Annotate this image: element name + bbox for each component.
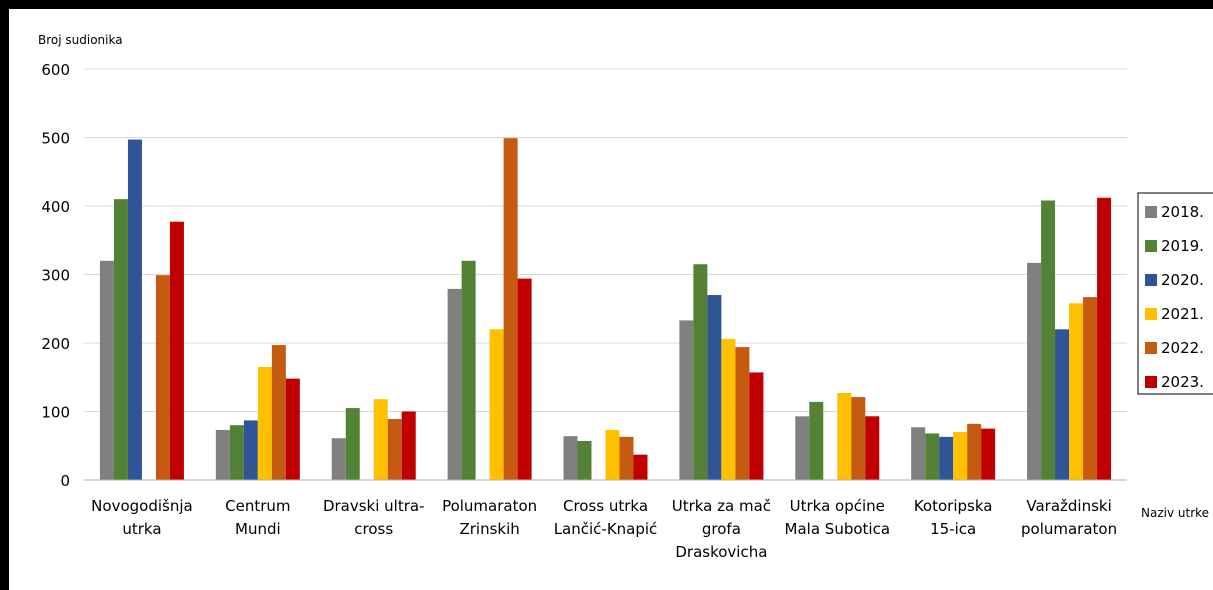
bar xyxy=(99,260,114,480)
legend-box xyxy=(1137,192,1213,395)
bar xyxy=(735,347,750,480)
bar xyxy=(925,433,940,480)
bar xyxy=(461,260,476,480)
bar xyxy=(577,440,592,480)
bar xyxy=(911,427,926,480)
bar xyxy=(401,411,416,480)
bar xyxy=(619,436,634,480)
bar xyxy=(373,399,388,480)
x-tick-label: 15-ica xyxy=(930,520,976,538)
bar xyxy=(809,401,824,480)
y-tick-label: 300 xyxy=(41,267,70,285)
legend-label: 2022. xyxy=(1161,339,1204,357)
bar xyxy=(257,366,272,480)
bar xyxy=(679,320,694,480)
legend-label: 2018. xyxy=(1161,203,1204,221)
bar xyxy=(113,199,128,480)
gridlines xyxy=(84,68,1127,412)
legend-label: 2019. xyxy=(1161,237,1204,255)
bar xyxy=(795,416,810,480)
y-tick-labels: 0 100 200 300 400 500 600 xyxy=(41,61,70,490)
x-tick-label: grofa xyxy=(702,520,741,538)
bar xyxy=(563,436,578,480)
legend: 2018. 2019. 2020. 2021. 2022. 2023. xyxy=(1137,192,1213,395)
x-axis-label: Naziv utrke xyxy=(1141,506,1209,520)
x-tick-label: polumaraton xyxy=(1021,520,1117,538)
x-tick-labels: Novogodišnja utrka Centrum Mundi Dravski ult… xyxy=(91,497,1117,561)
legend-label: 2021. xyxy=(1161,305,1204,323)
x-tick-label: Draskovicha xyxy=(675,543,767,561)
x-tick-label: Dravski ultra- xyxy=(323,497,425,515)
y-tick-label: 600 xyxy=(41,61,70,79)
y-tick-label: 100 xyxy=(41,404,70,422)
x-tick-label: Utrka općine xyxy=(790,497,885,515)
legend-label: 2020. xyxy=(1161,271,1204,289)
legend-swatch xyxy=(1145,240,1157,252)
bar xyxy=(489,329,504,480)
bar xyxy=(939,436,954,480)
y-axis-label: Broj sudionika xyxy=(38,33,123,47)
bar xyxy=(345,408,360,480)
bar xyxy=(967,423,982,480)
bar xyxy=(517,278,532,480)
x-tick-label: Cross utrka xyxy=(563,497,648,515)
legend-swatch xyxy=(1145,342,1157,354)
bar xyxy=(243,420,258,480)
bar xyxy=(271,345,286,480)
frame-top-border xyxy=(0,0,1213,9)
bar xyxy=(851,397,866,480)
bar xyxy=(1069,303,1084,480)
bar xyxy=(1097,197,1112,480)
bar-series xyxy=(99,138,1112,480)
y-tick-label: 400 xyxy=(41,198,70,216)
y-tick-label: 0 xyxy=(60,472,70,490)
bar xyxy=(127,139,142,480)
x-tick-label: Centrum xyxy=(225,497,290,515)
x-tick-label: Varaždinski xyxy=(1026,497,1111,515)
x-tick-label: Zrinskih xyxy=(459,520,519,538)
x-tick-label: Lančić-Knapić xyxy=(554,520,658,538)
legend-swatch xyxy=(1145,274,1157,286)
legend-label: 2023. xyxy=(1161,373,1204,391)
legend-swatch xyxy=(1145,206,1157,218)
bar xyxy=(503,138,518,480)
bar xyxy=(155,275,170,480)
x-tick-label: Polumaraton xyxy=(442,497,537,515)
bar xyxy=(1041,200,1056,480)
bar xyxy=(633,454,648,480)
x-tick-label: Novogodišnja xyxy=(91,497,193,515)
x-tick-label: utrka xyxy=(122,520,161,538)
bar xyxy=(169,221,184,480)
frame-left-border xyxy=(0,0,9,590)
bar xyxy=(215,429,230,480)
bar xyxy=(387,419,402,480)
x-tick-label: Mundi xyxy=(235,520,281,538)
x-tick-label: Utrka za mač xyxy=(672,497,771,515)
bar xyxy=(331,438,346,480)
bar xyxy=(749,372,764,480)
x-tick-label: cross xyxy=(354,520,393,538)
bar xyxy=(605,429,620,480)
x-tick-label: Mala Subotica xyxy=(785,520,890,538)
bar xyxy=(981,428,996,480)
bar xyxy=(953,432,968,480)
y-tick-label: 500 xyxy=(41,130,70,148)
y-tick-label: 200 xyxy=(41,335,70,353)
bar xyxy=(865,416,880,480)
bar xyxy=(693,264,708,480)
x-tick-label: Kotoripska xyxy=(914,497,993,515)
legend-swatch xyxy=(1145,308,1157,320)
bar xyxy=(285,378,300,480)
bar xyxy=(1055,329,1070,480)
bar xyxy=(707,295,722,480)
bar xyxy=(1027,262,1042,480)
legend-swatch xyxy=(1145,376,1157,388)
bar xyxy=(229,425,244,480)
bar xyxy=(837,393,852,480)
bar xyxy=(447,288,462,480)
bar xyxy=(1083,297,1098,480)
bar xyxy=(721,338,736,480)
